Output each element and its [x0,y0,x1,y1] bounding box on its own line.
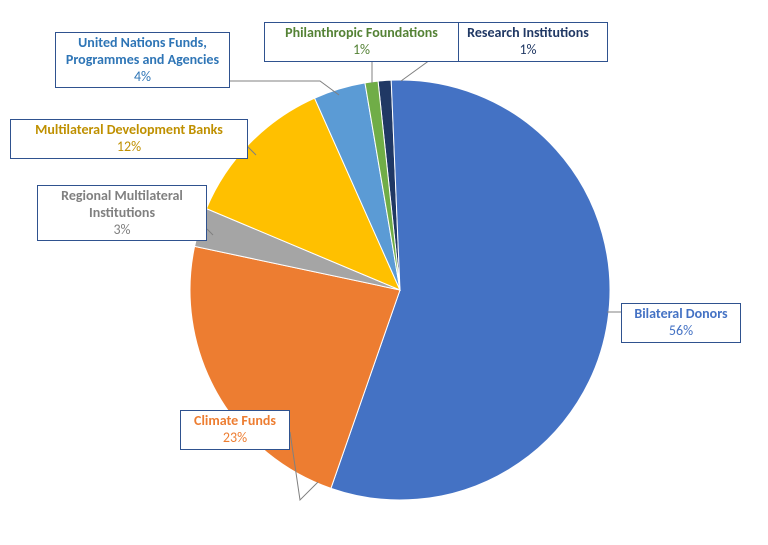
slice-label-name: Multilateral Development Banks [17,122,241,139]
slice-label-pct: 1% [271,42,452,59]
leader-line [401,60,448,81]
slice-label-name: Bilateral Donors [628,306,734,323]
slice-label-name: Climate Funds [187,413,283,430]
slice-label-pct: 4% [62,69,223,86]
slice-label: United Nations Funds, Programmes and Age… [55,32,230,88]
slice-label: Climate Funds23% [180,410,290,450]
pie-chart: Research Institutions1% Bilateral Donors5… [0,0,768,545]
slice-label: Research Institutions1% [448,22,608,62]
slice-label-pct: 1% [455,42,601,59]
leader-line [372,58,380,83]
slice-label-name: Regional Multilateral Institutions [44,188,200,222]
slice-label-name: Research Institutions [455,25,601,42]
slice-label-pct: 3% [44,222,200,239]
slice-label: Philanthropic Foundations1% [264,22,459,62]
slice-label: Bilateral Donors56% [621,303,741,343]
slice-label-pct: 12% [17,139,241,156]
slice-label-pct: 56% [628,323,734,340]
slice-label-name: United Nations Funds, Programmes and Age… [62,35,223,69]
leader-line [230,81,339,95]
slice-label-pct: 23% [187,430,283,447]
slice-label: Multilateral Development Banks12% [10,119,248,159]
slice-label: Regional Multilateral Institutions3% [37,185,207,241]
slice-label-name: Philanthropic Foundations [271,25,452,42]
